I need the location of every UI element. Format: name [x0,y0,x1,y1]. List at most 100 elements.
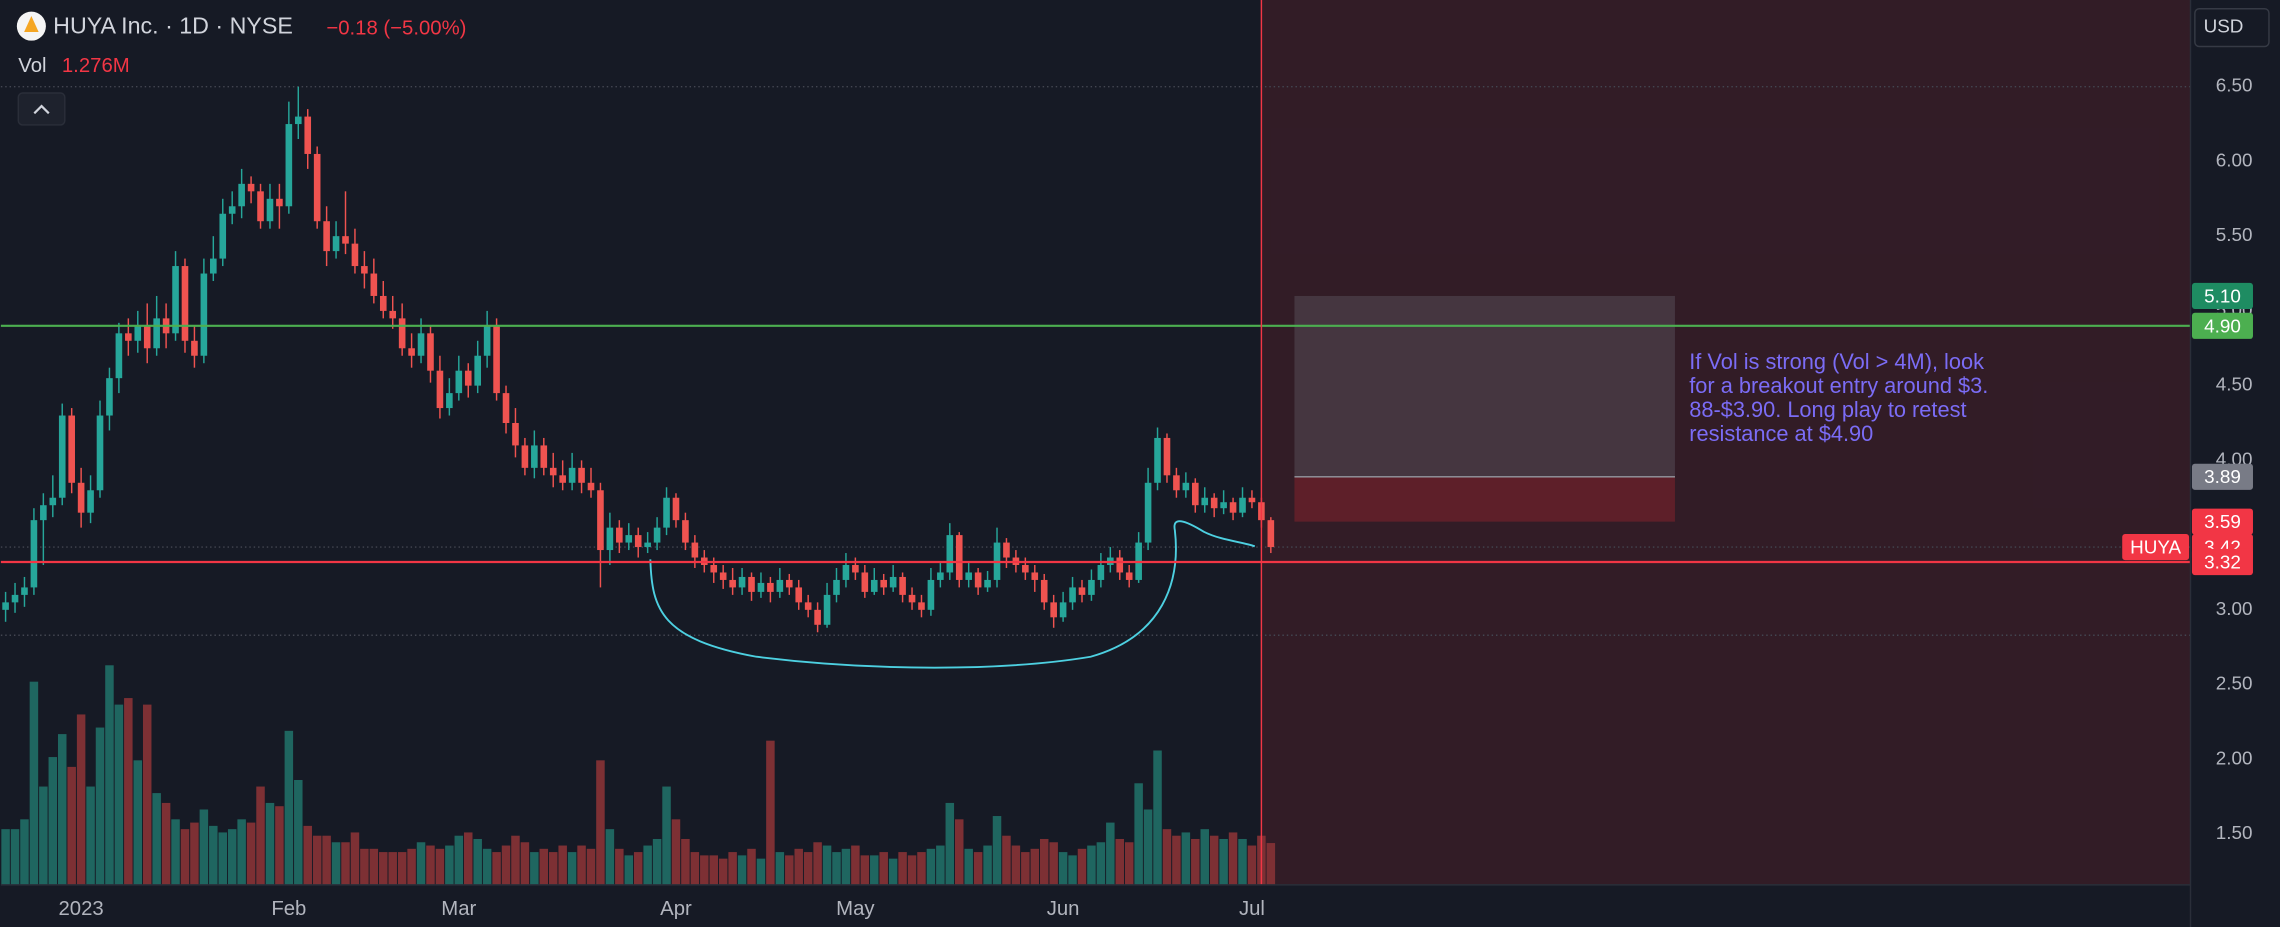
candle-body [672,497,680,521]
volume-bar [95,727,105,885]
candle-body [1163,437,1171,476]
volume-bar [1077,848,1087,885]
y-tick-label: 1.50 [2216,823,2253,844]
candle-body [115,333,123,379]
volume-bar [1247,845,1257,885]
candle-body [937,572,944,580]
y-tick-label: 2.00 [2216,748,2253,769]
candle-body [323,221,330,252]
volume-bar [29,681,39,885]
volume-bar [275,806,284,885]
candle-body [11,594,19,603]
volume-bar [435,848,445,885]
volume-bar [775,852,785,885]
price-badge-label: 5.10 [2204,286,2241,307]
volume-bar [1106,822,1115,885]
x-tick-label: Jun [1047,898,1080,920]
volume-bar [142,704,152,885]
volume-bar [700,855,709,885]
candle-body [814,609,821,625]
volume-bar [747,848,756,885]
candle-body [58,415,66,498]
candle-body [521,445,529,468]
volume-bar [643,845,652,885]
volume-bar [416,842,426,885]
volume-bar [397,852,407,885]
volume-bar [303,825,312,885]
candle-body [106,378,113,416]
stop-zone [1294,476,1675,522]
candle-body [568,467,576,483]
volume-bar [794,848,803,885]
candle-body [455,370,463,394]
candle-body [616,527,623,543]
volume-bar [190,822,199,885]
candle-body [606,527,614,551]
candle-body [474,355,481,386]
candle-body [880,579,888,588]
volume-bar [605,829,615,885]
volume-bar [926,848,936,885]
candle-body [785,579,793,588]
volume-bar [1134,783,1143,885]
price-badge [2191,312,2253,339]
volume-bar [596,760,605,885]
volume-bar [360,848,369,885]
candle-body [682,520,689,543]
volume-bar [832,852,841,885]
candle-body [1182,482,1190,491]
currency-button[interactable] [2194,7,2270,48]
volume-bar [917,852,926,885]
candle-body [842,564,850,580]
candle-body [1078,587,1086,595]
volume-bar [454,835,464,885]
volume-bar [530,852,539,885]
volume-bar [1049,842,1058,885]
candle-body [483,325,491,356]
volume-bar [671,819,681,885]
x-tick-label: Mar [441,898,476,920]
volume-bar [473,838,482,885]
volume-bar [482,848,492,885]
candle-body [719,572,727,580]
candle-body [294,116,302,125]
volume-bar [10,829,20,885]
candle-body [238,183,245,207]
candle-body [200,273,208,356]
candle-body [125,333,132,341]
candle-body [1210,497,1218,509]
volume-bar [586,848,596,885]
collapse-button[interactable] [17,92,66,126]
volume-bar [218,832,228,885]
candle-body [379,295,387,311]
change: −0.18 (−5.00%) [326,17,466,39]
volume-bar [209,825,218,885]
volume-bar [860,855,870,885]
volume-bar [841,848,851,885]
volume-bar [851,845,860,885]
candle-body [172,266,179,334]
volume-bar [737,855,747,885]
candle-body [370,273,378,296]
y-tick-label: 2.50 [2216,674,2253,695]
volume-bar [464,832,473,885]
candle-body [313,153,321,222]
price-badge [2191,508,2253,535]
volume-bar [1096,842,1106,885]
volume-bar [1011,845,1021,885]
price-badge-label: 3.32 [2204,552,2241,573]
volume-bar [379,852,388,885]
volume-bar [888,858,898,885]
volume-bar [171,819,180,885]
volume-bar [1209,835,1219,885]
volume-bar [426,845,435,885]
candle-body [1088,579,1095,595]
volume-bar [67,766,76,885]
candle-body [332,236,340,252]
volume-bar [256,786,265,885]
annotation-line: for a breakout entry around $3. [1689,373,1988,398]
candle-body [889,576,897,588]
volume-bar [161,802,171,885]
candle-body [1144,482,1152,543]
candle-body [96,415,104,491]
